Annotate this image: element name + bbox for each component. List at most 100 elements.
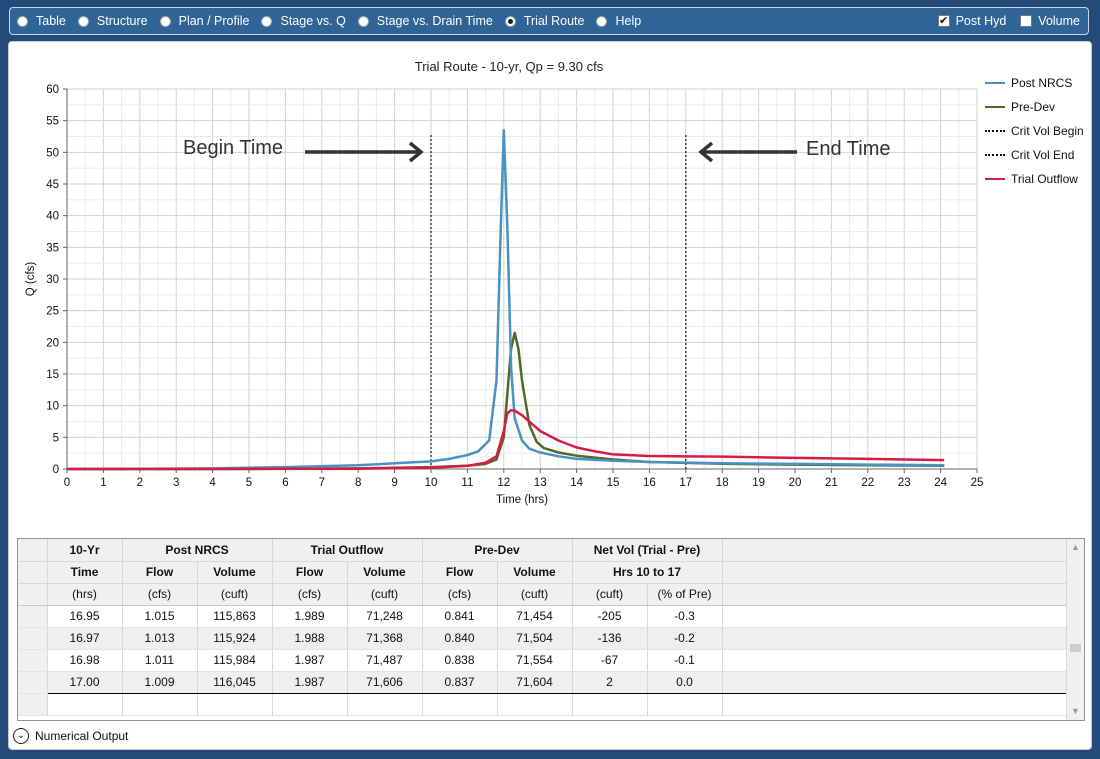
table-cell: 1.987 (272, 670, 348, 694)
radio-label: Plan / Profile (178, 14, 250, 28)
table-row[interactable]: 16.97 1.013 115,924 1.988 71,368 0.840 71,504-… (18, 627, 1067, 650)
x-tick-label: 4 (209, 477, 216, 489)
checkbox-post-hyd[interactable]: ✔ Post Hyd (937, 14, 1007, 28)
empty-cell (272, 693, 348, 716)
empty-cell (722, 539, 1067, 562)
row-header-cell[interactable] (18, 561, 48, 584)
x-tick-label: 20 (789, 477, 802, 489)
column-header: Hrs 10 to 17 (572, 561, 723, 584)
vertical-scrollbar[interactable]: ▲ ▼ (1066, 539, 1084, 720)
table-cell: 71,554 (497, 649, 573, 672)
radio-button-icon (357, 15, 369, 27)
series-line-pre-dev (67, 331, 945, 471)
table-cell: -0.3 (647, 605, 723, 628)
table-cell: 116,045 (197, 670, 273, 694)
radio-stage-vs-q[interactable]: Stage vs. Q (261, 14, 346, 28)
unit-cell: (cuft) (197, 583, 273, 606)
radio-plan-profile[interactable]: Plan / Profile (159, 14, 250, 28)
table-row[interactable]: 16.95 1.015 115,863 1.989 71,248 0.841 71,454-… (18, 605, 1067, 628)
table-cell: 16.97 (47, 627, 123, 650)
empty-cell (722, 693, 1067, 716)
table-cell: 71,504 (497, 627, 573, 650)
radio-stage-vs-drain-time[interactable]: Stage vs. Drain Time (357, 14, 493, 28)
unit-cell: (% of Pre) (647, 583, 723, 606)
checkbox-volume[interactable]: Volume (1020, 14, 1080, 28)
end-time-arrow-head (698, 141, 714, 163)
legend-label: Pre-Dev (1011, 100, 1056, 114)
scroll-up-icon[interactable]: ▲ (1071, 542, 1080, 552)
checkbox-label: Volume (1038, 14, 1080, 28)
row-header-cell[interactable] (18, 649, 48, 672)
row-header-cell[interactable] (18, 693, 48, 716)
unit-cell: (cuft) (572, 583, 648, 606)
column-header: Flow (272, 561, 348, 584)
table-cell: -0.2 (647, 627, 723, 650)
unit-cell: (hrs) (47, 583, 123, 606)
empty-cell (572, 693, 648, 716)
radio-label: Table (36, 14, 66, 28)
legend-label: Trial Outflow (1011, 172, 1078, 186)
legend-item-crit-vol-end: Crit Vol End (985, 143, 1084, 167)
legend-swatch (985, 82, 1005, 84)
table-row[interactable]: 17.00 1.009 116,045 1.987 71,606 0.837 71,604 2… (18, 670, 1067, 694)
radio-label: Help (615, 14, 642, 28)
table-cell: 0.838 (422, 649, 498, 672)
end-time-annotation: End Time (806, 138, 891, 160)
radio-table[interactable]: Table (17, 14, 66, 28)
x-tick-label: 24 (934, 477, 947, 489)
table-row[interactable]: 16.98 1.011 115,984 1.987 71,487 0.838 71,554-… (18, 649, 1067, 672)
column-header: Flow (422, 561, 498, 584)
table-cell: 71,248 (347, 605, 423, 628)
column-group-header: Net Vol (Trial - Pre) (572, 539, 723, 562)
legend-swatch (985, 130, 1005, 132)
legend-label: Crit Vol Begin (1011, 124, 1084, 138)
numerical-output-label: Numerical Output (35, 729, 129, 743)
empty-cell (722, 649, 1067, 672)
checkbox-label: Post Hyd (955, 14, 1007, 28)
view-mode-bar: Table Structure Plan / Profile Stage vs. Q S… (9, 7, 1089, 35)
scroll-down-icon[interactable]: ▼ (1071, 706, 1080, 716)
empty-cell (47, 693, 123, 716)
table-cell: 16.98 (47, 649, 123, 672)
row-header-cell[interactable] (18, 671, 48, 694)
radio-trial-route[interactable]: Trial Route (504, 14, 585, 28)
empty-cell (497, 693, 573, 716)
x-tick-label: 21 (825, 477, 838, 489)
numerical-output-grid[interactable]: 10-Yr Post NRCS Trial Outflow Pre-Dev Net Vo… (17, 538, 1085, 721)
y-tick-label: 60 (46, 84, 59, 96)
legend-item-crit-vol-begin: Crit Vol Begin (985, 119, 1084, 143)
x-tick-label: 11 (461, 477, 473, 489)
x-tick-label: 15 (607, 477, 620, 489)
table-cell: 0.837 (422, 670, 498, 694)
header-sub-row: Time Flow Volume Flow Volume Flow Volume Hrs 10… (18, 561, 1067, 584)
table-cell: -67 (572, 649, 648, 672)
row-header-cell[interactable] (18, 627, 48, 650)
x-tick-label: 10 (425, 477, 438, 489)
scroll-thumb[interactable] (1070, 644, 1081, 652)
unit-cell: (cfs) (422, 583, 498, 606)
legend-swatch (985, 154, 1005, 156)
series-line-post-nrcs (66, 128, 945, 471)
radio-help[interactable]: Help (596, 14, 641, 28)
legend-label: Crit Vol End (1011, 148, 1075, 162)
row-header-cell[interactable] (18, 605, 48, 628)
table-cell: 16.95 (47, 605, 123, 628)
chart-legend: Post NRCS Pre-Dev Crit Vol Begin Crit Vol E… (985, 71, 1084, 191)
radio-label: Trial Route (523, 14, 585, 28)
radio-label: Stage vs. Q (280, 14, 346, 28)
table-cell: 1.013 (122, 627, 198, 650)
view-radio-group: Table Structure Plan / Profile Stage vs. Q S… (17, 8, 653, 34)
unit-cell: (cfs) (122, 583, 198, 606)
radio-structure[interactable]: Structure (77, 14, 148, 28)
empty-cell (422, 693, 498, 716)
row-header-cell[interactable] (18, 539, 48, 562)
table-cell: 71,454 (497, 605, 573, 628)
numerical-output-toggle[interactable]: ⌄ Numerical Output (13, 727, 128, 745)
row-header-cell[interactable] (18, 583, 48, 606)
table-cell: -136 (572, 627, 648, 650)
overlay-checkbox-group: ✔ Post Hyd Volume (924, 8, 1080, 34)
table-cell: 115,863 (197, 605, 273, 628)
chart-title: Trial Route - 10-yr, Qp = 9.30 cfs (414, 59, 604, 74)
empty-cell (347, 693, 423, 716)
